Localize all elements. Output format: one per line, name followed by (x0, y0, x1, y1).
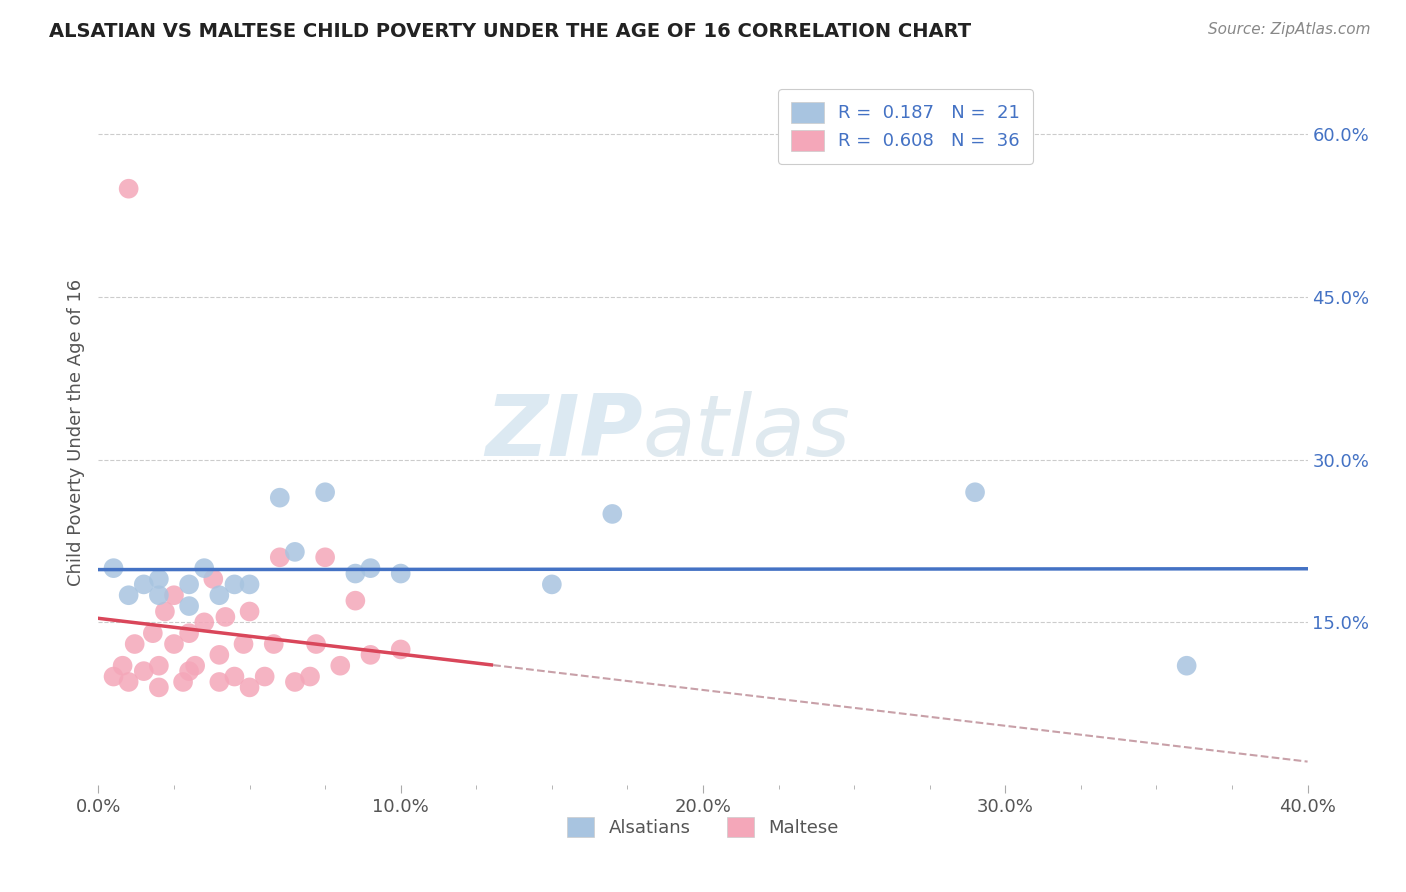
Point (269, 550, 291, 565)
Point (111, 658, 134, 673)
Point (314, 550, 336, 565)
Point (193, 561, 215, 575)
Point (239, 681, 262, 695)
Point (208, 588, 231, 602)
Point (208, 648, 231, 662)
Point (360, 648, 382, 662)
Point (360, 561, 382, 575)
Point (148, 572, 170, 586)
Point (179, 626, 201, 640)
Point (269, 491, 291, 505)
Point (284, 675, 307, 690)
Point (344, 566, 367, 581)
Point (239, 605, 262, 619)
Point (602, 507, 624, 521)
Point (124, 637, 146, 651)
Point (299, 669, 322, 683)
Point (118, 182, 141, 196)
Point (344, 593, 367, 607)
Text: atlas: atlas (643, 391, 851, 475)
Point (179, 664, 201, 678)
Point (389, 566, 412, 581)
Point (253, 669, 276, 683)
Point (132, 577, 155, 591)
Point (214, 610, 236, 624)
Point (163, 588, 186, 602)
Point (118, 675, 141, 690)
Point (305, 637, 328, 651)
Point (142, 626, 165, 640)
Point (193, 615, 215, 630)
Point (389, 642, 412, 657)
Point (148, 588, 170, 602)
Point (208, 675, 231, 690)
Point (148, 658, 170, 673)
Point (1175, 658, 1198, 673)
Point (163, 637, 186, 651)
Point (263, 637, 285, 651)
Point (179, 577, 201, 591)
Point (103, 669, 125, 683)
Point (132, 664, 155, 678)
Legend: Alsatians, Maltese: Alsatians, Maltese (558, 807, 848, 847)
Point (202, 572, 225, 586)
Text: ALSATIAN VS MALTESE CHILD POVERTY UNDER THE AGE OF 16 CORRELATION CHART: ALSATIAN VS MALTESE CHILD POVERTY UNDER … (49, 22, 972, 41)
Point (239, 577, 262, 591)
Text: ZIP: ZIP (485, 391, 643, 475)
Point (184, 658, 207, 673)
Point (179, 599, 201, 613)
Point (314, 485, 336, 500)
Point (148, 681, 170, 695)
Point (224, 577, 246, 591)
Point (103, 561, 125, 575)
Point (118, 588, 141, 602)
Y-axis label: Child Poverty Under the Age of 16: Child Poverty Under the Age of 16 (66, 279, 84, 586)
Point (284, 545, 307, 559)
Text: Source: ZipAtlas.com: Source: ZipAtlas.com (1208, 22, 1371, 37)
Point (232, 637, 254, 651)
Point (329, 658, 352, 673)
Point (965, 485, 987, 500)
Point (153, 605, 176, 619)
Point (172, 675, 194, 690)
Point (224, 669, 246, 683)
Point (540, 577, 562, 591)
